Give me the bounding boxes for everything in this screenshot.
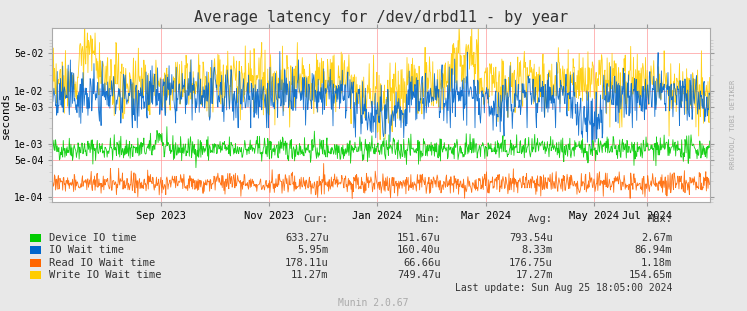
- Text: 749.47u: 749.47u: [397, 270, 441, 280]
- Text: 5.95m: 5.95m: [297, 245, 329, 255]
- Text: 17.27m: 17.27m: [515, 270, 553, 280]
- Text: IO Wait time: IO Wait time: [49, 245, 123, 255]
- Text: 633.27u: 633.27u: [285, 233, 329, 243]
- Text: Device IO time: Device IO time: [49, 233, 136, 243]
- Text: 176.75u: 176.75u: [509, 258, 553, 268]
- Text: 86.94m: 86.94m: [635, 245, 672, 255]
- Text: 793.54u: 793.54u: [509, 233, 553, 243]
- Text: RRGTOOL/ TOBI OETIKER: RRGTOOL/ TOBI OETIKER: [730, 80, 736, 169]
- Text: Last update: Sun Aug 25 18:05:00 2024: Last update: Sun Aug 25 18:05:00 2024: [455, 283, 672, 293]
- Text: Max:: Max:: [648, 214, 672, 224]
- Title: Average latency for /dev/drbd11 - by year: Average latency for /dev/drbd11 - by yea…: [194, 11, 568, 26]
- Text: 2.67m: 2.67m: [641, 233, 672, 243]
- Text: Cur:: Cur:: [304, 214, 329, 224]
- Text: Min:: Min:: [416, 214, 441, 224]
- Text: Write IO Wait time: Write IO Wait time: [49, 270, 161, 280]
- Y-axis label: seconds: seconds: [1, 91, 11, 139]
- Text: 160.40u: 160.40u: [397, 245, 441, 255]
- Text: Read IO Wait time: Read IO Wait time: [49, 258, 155, 268]
- Text: 8.33m: 8.33m: [521, 245, 553, 255]
- Text: 66.66u: 66.66u: [403, 258, 441, 268]
- Text: 178.11u: 178.11u: [285, 258, 329, 268]
- Text: 1.18m: 1.18m: [641, 258, 672, 268]
- Text: 151.67u: 151.67u: [397, 233, 441, 243]
- Text: 154.65m: 154.65m: [628, 270, 672, 280]
- Text: 11.27m: 11.27m: [291, 270, 329, 280]
- Text: Avg:: Avg:: [528, 214, 553, 224]
- Text: Munin 2.0.67: Munin 2.0.67: [338, 298, 409, 308]
